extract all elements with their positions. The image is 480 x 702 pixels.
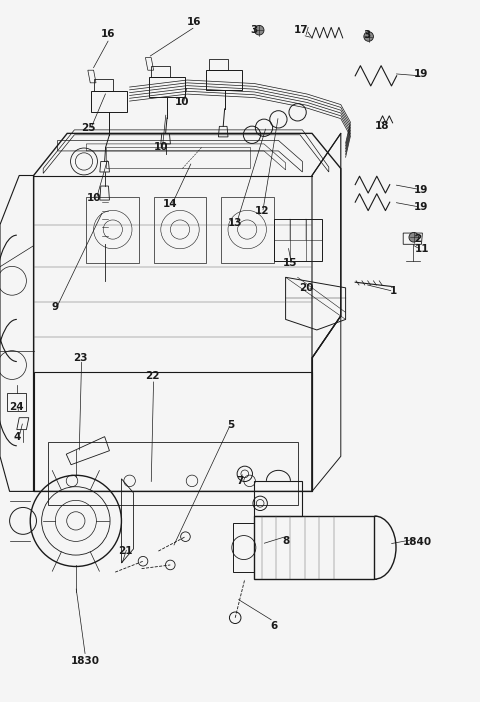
Text: 5: 5 bbox=[227, 420, 234, 430]
Text: 18: 18 bbox=[374, 121, 389, 131]
Text: 3: 3 bbox=[251, 25, 258, 35]
Bar bbox=[254, 481, 302, 516]
Text: 10: 10 bbox=[86, 193, 101, 203]
Text: 8: 8 bbox=[282, 536, 289, 545]
Text: 19: 19 bbox=[414, 69, 429, 79]
Circle shape bbox=[254, 25, 264, 35]
Text: 23: 23 bbox=[73, 353, 88, 363]
Text: 7: 7 bbox=[236, 476, 244, 486]
Text: 9: 9 bbox=[52, 303, 59, 312]
Text: 2: 2 bbox=[414, 234, 421, 244]
Text: 16: 16 bbox=[101, 29, 115, 39]
Bar bbox=[254, 516, 374, 579]
Text: 12: 12 bbox=[254, 206, 269, 216]
Text: 1840: 1840 bbox=[403, 537, 432, 547]
Text: 16: 16 bbox=[187, 18, 202, 27]
Text: 19: 19 bbox=[414, 202, 429, 212]
Bar bbox=[106, 147, 250, 168]
Text: 22: 22 bbox=[145, 371, 160, 380]
Text: 15: 15 bbox=[283, 258, 298, 268]
Text: 6: 6 bbox=[270, 621, 277, 631]
Text: 13: 13 bbox=[228, 218, 242, 228]
Text: 10: 10 bbox=[154, 143, 168, 152]
Bar bbox=[274, 219, 322, 261]
Circle shape bbox=[409, 232, 419, 242]
Text: 19: 19 bbox=[414, 185, 429, 194]
Text: 1: 1 bbox=[390, 286, 397, 296]
Text: 4: 4 bbox=[13, 432, 21, 442]
Text: 21: 21 bbox=[119, 546, 133, 556]
Text: 24: 24 bbox=[10, 402, 24, 412]
Text: 1830: 1830 bbox=[71, 656, 100, 666]
Text: 25: 25 bbox=[82, 123, 96, 133]
Text: 20: 20 bbox=[299, 283, 313, 293]
Text: 3: 3 bbox=[363, 30, 371, 40]
Text: 17: 17 bbox=[294, 25, 309, 35]
Bar bbox=[7, 393, 26, 411]
Text: 10: 10 bbox=[175, 97, 190, 107]
Text: 14: 14 bbox=[163, 199, 178, 208]
Circle shape bbox=[364, 32, 373, 41]
Text: 11: 11 bbox=[415, 244, 430, 254]
